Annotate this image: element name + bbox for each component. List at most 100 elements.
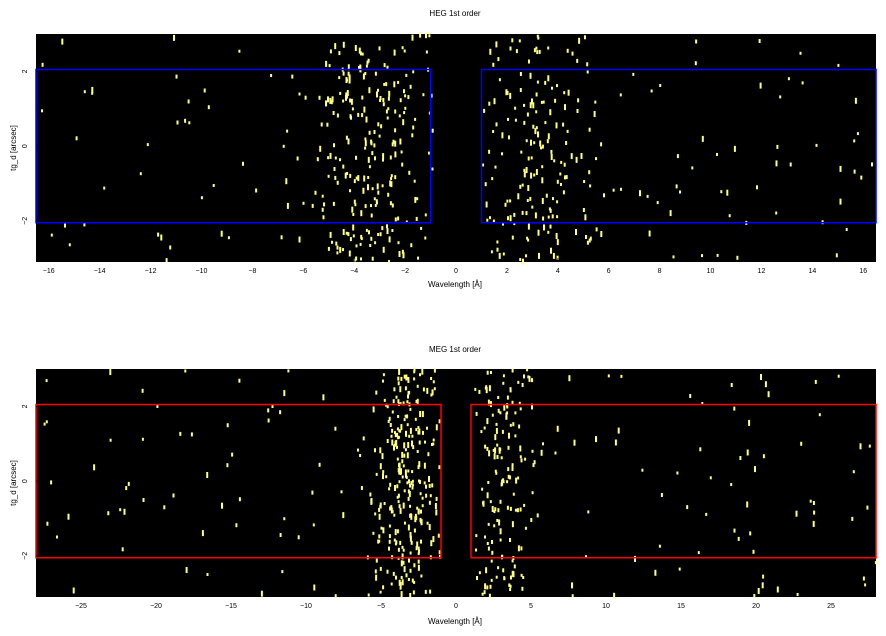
heg-event (594, 100, 597, 104)
heg-event (525, 211, 528, 216)
meg-event (484, 535, 486, 539)
heg-event (525, 139, 528, 143)
heg-event (586, 240, 589, 245)
heg-event (540, 100, 543, 104)
heg-event (363, 175, 366, 182)
meg-event (419, 411, 422, 417)
heg-event (339, 246, 342, 253)
heg-event (411, 34, 414, 41)
meg-event (438, 419, 441, 424)
heg-event (364, 72, 367, 75)
heg-event (835, 253, 838, 258)
heg-event (815, 143, 818, 147)
heg-x-tick-label: −16 (43, 268, 55, 275)
meg-event (141, 437, 144, 441)
heg-x-tick-label: −12 (145, 268, 157, 275)
meg-event (399, 472, 402, 476)
meg-x-tick-label: 25 (827, 603, 835, 610)
meg-event (201, 530, 204, 537)
heg-event (428, 151, 430, 155)
meg-event (494, 434, 497, 441)
meg-event (413, 563, 416, 568)
heg-event (188, 121, 191, 125)
meg-event (385, 475, 388, 479)
meg-event (439, 554, 441, 559)
meg-event (426, 387, 429, 394)
heg-event (414, 196, 417, 203)
heg-x-tick-label: 2 (505, 268, 509, 275)
heg-event (336, 180, 339, 185)
heg-event (353, 258, 356, 262)
heg-event (364, 204, 367, 209)
meg-event (72, 587, 75, 594)
heg-event (332, 201, 335, 206)
heg-event (165, 258, 168, 263)
meg-event (401, 553, 404, 560)
meg-event (489, 500, 492, 504)
heg-event (646, 194, 649, 198)
meg-event (506, 411, 509, 415)
heg-event (412, 125, 415, 130)
heg-event (355, 155, 357, 160)
heg-event (541, 144, 544, 149)
heg-event (526, 236, 529, 240)
meg-event (416, 506, 419, 510)
heg-event (530, 156, 533, 160)
heg-event (403, 111, 406, 115)
heg-event (733, 145, 736, 152)
heg-event (334, 156, 337, 160)
meg-event (752, 549, 755, 554)
heg-event (543, 224, 545, 231)
heg-event (355, 244, 358, 248)
heg-x-tick-label: −14 (94, 268, 106, 275)
heg-event (529, 72, 532, 79)
heg-event (860, 175, 863, 180)
meg-event (419, 373, 421, 377)
meg-event (382, 470, 385, 474)
meg-y-tick-label: −2 (22, 552, 29, 560)
heg-event (397, 80, 400, 84)
meg-event (488, 593, 491, 598)
meg-event (613, 592, 616, 599)
meg-event (432, 438, 435, 442)
meg-event (390, 505, 393, 510)
meg-event (267, 418, 270, 423)
heg-event (430, 93, 433, 98)
heg-event (413, 179, 416, 183)
meg-event (874, 561, 877, 565)
meg-event (430, 540, 433, 547)
meg-event (511, 463, 514, 467)
heg-event (367, 58, 370, 63)
meg-event (421, 504, 424, 508)
meg-event (415, 546, 418, 551)
heg-event (489, 48, 492, 55)
meg-x-tick-label: −15 (225, 603, 237, 610)
meg-event (491, 540, 493, 544)
meg-event (375, 558, 378, 563)
heg-event (381, 184, 384, 188)
heg-event (403, 89, 405, 94)
meg-event (109, 438, 112, 442)
heg-event (357, 175, 360, 182)
meg-event (851, 516, 854, 521)
heg-event (390, 177, 393, 180)
meg-event (382, 473, 384, 480)
meg-event (497, 396, 500, 399)
heg-event (565, 175, 568, 180)
meg-event (357, 448, 359, 452)
heg-event (365, 228, 368, 232)
heg-event (563, 91, 566, 95)
meg-x-tick-label: −25 (75, 603, 87, 610)
heg-event (353, 179, 356, 184)
meg-event (428, 476, 430, 482)
heg-event (377, 233, 380, 236)
heg-event (360, 237, 363, 241)
meg-event (506, 395, 509, 400)
meg-event (486, 370, 489, 375)
meg-event (391, 410, 394, 414)
meg-event (297, 535, 300, 540)
heg-event (368, 230, 370, 235)
heg-event (498, 252, 501, 259)
heg-event (779, 95, 782, 99)
meg-event (408, 434, 411, 438)
